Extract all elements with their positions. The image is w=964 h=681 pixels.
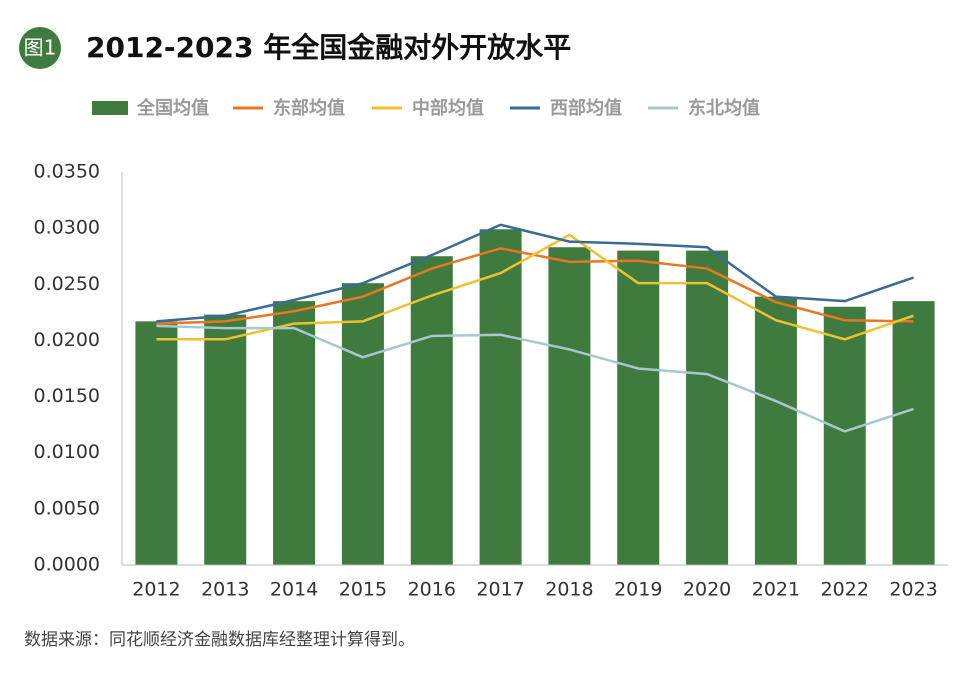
legend-label: 东部均值 <box>273 97 345 119</box>
x-tick-label: 2021 <box>752 579 800 601</box>
bar <box>204 314 247 565</box>
badge: 图1 <box>24 36 57 60</box>
bar <box>273 301 316 565</box>
y-tick-label: 0.0300 <box>34 217 100 239</box>
bar <box>341 283 384 565</box>
bar <box>135 321 178 565</box>
x-tick-label: 2015 <box>339 579 387 601</box>
bar <box>686 250 729 565</box>
x-tick-label: 2018 <box>545 579 593 601</box>
y-tick-label: 0.0350 <box>34 161 100 183</box>
bar <box>617 250 660 565</box>
x-tick-label: 2016 <box>408 579 456 601</box>
bar <box>479 229 522 565</box>
bar <box>823 306 866 565</box>
legend-label: 东北均值 <box>688 97 760 119</box>
line <box>156 324 914 433</box>
bar <box>548 247 591 565</box>
y-tick-label: 0.0250 <box>34 273 100 295</box>
badge-circle <box>19 27 61 69</box>
x-tick-label: 2019 <box>614 579 662 601</box>
legend-label: 全国均值 <box>136 97 209 119</box>
line <box>156 223 914 323</box>
x-tick-label: 2017 <box>476 579 524 601</box>
y-tick-label: 0.0000 <box>34 554 100 576</box>
y-tick-label: 0.0200 <box>34 329 100 351</box>
x-tick-label: 2012 <box>132 579 180 601</box>
y-tick-label: 0.0100 <box>34 441 100 463</box>
x-tick-label: 2013 <box>201 579 249 601</box>
y-tick-label: 0.0150 <box>34 385 100 407</box>
chart-title: 2012-2023 年全国金融对外开放水平 <box>86 31 571 64</box>
x-tick-label: 2023 <box>889 579 937 601</box>
legend-label: 西部均值 <box>550 97 622 119</box>
bar <box>754 296 797 565</box>
y-tick-label: 0.0050 <box>34 497 100 519</box>
legend-label: 中部均值 <box>412 97 484 119</box>
bar <box>892 301 935 565</box>
line <box>156 247 914 325</box>
legend-swatch <box>92 101 128 115</box>
x-tick-label: 2014 <box>270 579 318 601</box>
source-note: 数据来源：同花顺经济金融数据库经整理计算得到。 <box>24 630 415 650</box>
x-tick-label: 2020 <box>683 579 731 601</box>
line <box>156 233 914 341</box>
bar <box>410 256 453 565</box>
x-tick-label: 2022 <box>821 579 869 601</box>
